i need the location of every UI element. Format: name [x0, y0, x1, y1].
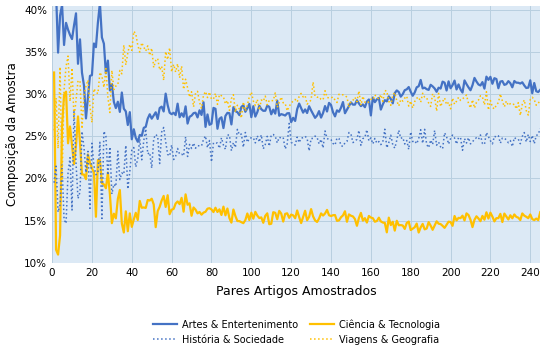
Artes & Entertenimento: [135, 140, 141, 144]
Ciência & Tecnologia: [119, 221, 125, 226]
Ciência & Tecnologia: [55, 252, 61, 257]
Y-axis label: Composição da Amostra: Composição da Amostra: [5, 62, 19, 206]
Ciência & Tecnologia: [294, 208, 300, 213]
Artes & Entertenimento: [200, 100, 207, 104]
História & Sociedade: [202, 134, 209, 138]
Ciência & Tecnologia: [284, 211, 290, 215]
Ciência & Tecnologia: [89, 166, 95, 170]
Artes & Entertenimento: [537, 88, 544, 92]
Ciência & Tecnologia: [222, 213, 229, 217]
Viagens & Geografia: [131, 29, 137, 34]
Viagens & Geografia: [89, 120, 95, 125]
Viagens & Geografia: [51, 128, 57, 132]
Viagens & Geografia: [537, 98, 544, 103]
Ciência & Tecnologia: [537, 210, 544, 214]
História & Sociedade: [286, 121, 293, 126]
Viagens & Geografia: [119, 72, 125, 76]
Artes & Entertenimento: [284, 111, 290, 115]
X-axis label: Pares Artigos Amostrados: Pares Artigos Amostrados: [216, 285, 376, 298]
Viagens & Geografia: [59, 178, 65, 183]
Artes & Entertenimento: [117, 110, 123, 114]
Line: Ciência & Tecnologia: Ciência & Tecnologia: [54, 72, 540, 255]
Artes & Entertenimento: [86, 74, 93, 78]
Line: História & Sociedade: História & Sociedade: [54, 109, 540, 223]
Artes & Entertenimento: [222, 114, 229, 118]
Legend: Artes & Entertenimento, História & Sociedade, Ciência & Tecnologia, Viagens & Ge: Artes & Entertenimento, História & Socie…: [153, 319, 440, 345]
História & Sociedade: [296, 140, 302, 145]
História & Sociedade: [120, 172, 127, 176]
História & Sociedade: [51, 181, 57, 185]
História & Sociedade: [537, 126, 544, 131]
Viagens & Geografia: [202, 89, 209, 94]
Viagens & Geografia: [224, 98, 231, 103]
Ciência & Tecnologia: [51, 70, 57, 74]
Viagens & Geografia: [286, 104, 293, 109]
Artes & Entertenimento: [294, 107, 300, 112]
História & Sociedade: [91, 164, 97, 168]
História & Sociedade: [63, 221, 69, 226]
História & Sociedade: [224, 133, 231, 137]
Line: Artes & Entertenimento: Artes & Entertenimento: [54, 0, 540, 142]
História & Sociedade: [71, 107, 77, 112]
Ciência & Tecnologia: [200, 210, 207, 215]
Line: Viagens & Geografia: Viagens & Geografia: [54, 31, 540, 180]
Viagens & Geografia: [296, 95, 302, 99]
